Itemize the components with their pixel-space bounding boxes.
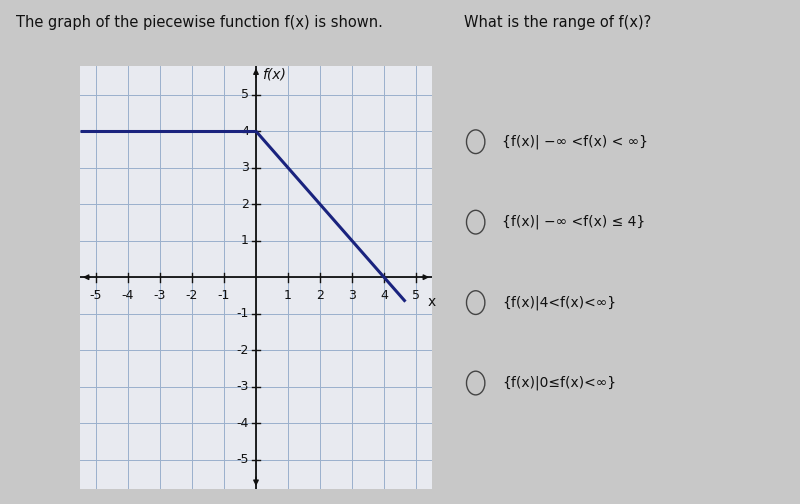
- Text: x: x: [428, 295, 436, 309]
- Text: -1: -1: [237, 307, 249, 320]
- Text: {f(x)| −∞ <f(x) < ∞}: {f(x)| −∞ <f(x) < ∞}: [502, 135, 648, 149]
- Text: 1: 1: [284, 289, 292, 302]
- Text: -5: -5: [90, 289, 102, 302]
- Text: {f(x)| −∞ <f(x) ≤ 4}: {f(x)| −∞ <f(x) ≤ 4}: [502, 215, 645, 229]
- Text: {f(x)|0≤f(x)<∞}: {f(x)|0≤f(x)<∞}: [502, 376, 616, 390]
- Text: 4: 4: [380, 289, 388, 302]
- Text: -4: -4: [237, 417, 249, 430]
- Text: 3: 3: [241, 161, 249, 174]
- Text: f(x): f(x): [262, 68, 286, 81]
- Text: 2: 2: [241, 198, 249, 211]
- Text: -5: -5: [237, 453, 249, 466]
- Text: What is the range of f(x)?: What is the range of f(x)?: [464, 15, 651, 30]
- Text: -2: -2: [237, 344, 249, 357]
- Text: -2: -2: [186, 289, 198, 302]
- Text: 5: 5: [412, 289, 420, 302]
- Text: {f(x)|4<f(x)<∞}: {f(x)|4<f(x)<∞}: [502, 295, 616, 310]
- Text: -3: -3: [154, 289, 166, 302]
- Text: -3: -3: [237, 380, 249, 393]
- Text: The graph of the piecewise function f(x) is shown.: The graph of the piecewise function f(x)…: [16, 15, 383, 30]
- Text: 1: 1: [241, 234, 249, 247]
- Text: -4: -4: [122, 289, 134, 302]
- Text: 3: 3: [348, 289, 356, 302]
- Text: 5: 5: [241, 88, 249, 101]
- Text: 4: 4: [241, 124, 249, 138]
- Text: 2: 2: [316, 289, 324, 302]
- Text: -1: -1: [218, 289, 230, 302]
